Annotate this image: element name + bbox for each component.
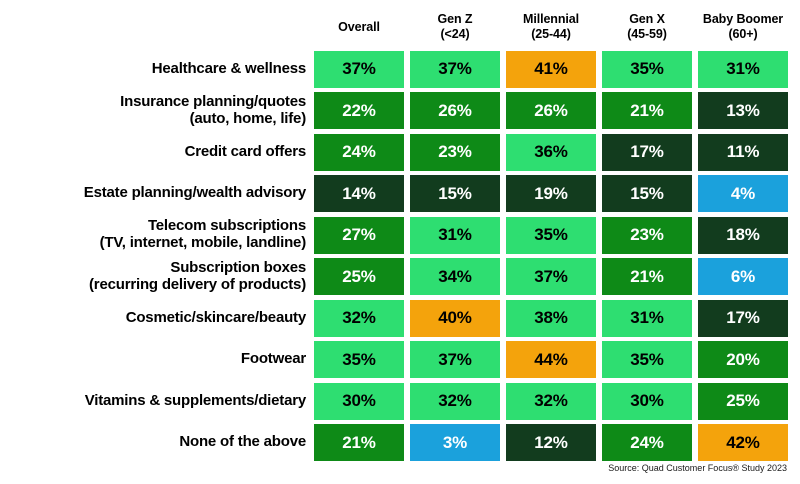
- value-cell: 13%: [698, 92, 788, 129]
- value-cell: 32%: [506, 382, 596, 420]
- value-cell: 36%: [506, 133, 596, 171]
- header-corner-spacer: [0, 8, 308, 46]
- column-header-age-range: (60+): [728, 27, 758, 41]
- row-label: Subscription boxes (recurring delivery of…: [0, 258, 308, 295]
- value-cell: 35%: [506, 216, 596, 254]
- value-cell: 41%: [506, 50, 596, 88]
- column-header-title: Gen Z: [437, 12, 473, 27]
- row-label-line: Cosmetic/skincare/beauty: [125, 308, 306, 326]
- value-cell: 23%: [410, 133, 500, 171]
- row-label-line: Vitamins & supplements/dietary: [84, 391, 306, 409]
- value-cell: 15%: [602, 175, 692, 212]
- source-note: Source: Quad Customer Focus® Study 2023: [608, 463, 787, 473]
- value-cell: 31%: [698, 50, 788, 88]
- value-cell: 32%: [410, 382, 500, 420]
- column-header-age-range: (<24): [440, 27, 470, 41]
- value-cell: 21%: [602, 92, 692, 129]
- row-label-line: Insurance planning/quotes: [120, 92, 306, 110]
- value-cell: 44%: [506, 341, 596, 378]
- value-cell: 37%: [314, 50, 404, 88]
- value-cell: 20%: [698, 341, 788, 378]
- value-cell: 31%: [602, 299, 692, 337]
- row-label: None of the above: [0, 424, 308, 461]
- column-header: Gen X (45-59): [602, 8, 692, 46]
- value-cell: 24%: [602, 424, 692, 461]
- value-cell: 38%: [506, 299, 596, 337]
- row-label-line: Telecom subscriptions: [147, 217, 306, 235]
- row-label-line: Footwear: [240, 350, 306, 368]
- value-cell: 24%: [314, 133, 404, 171]
- row-label: Footwear: [0, 341, 308, 378]
- row-label-line: Credit card offers: [184, 142, 307, 160]
- row-label-line: Healthcare & wellness: [151, 59, 306, 77]
- value-cell: 26%: [410, 92, 500, 129]
- row-label-line: None of the above: [179, 433, 306, 451]
- row-label-line: (TV, internet, mobile, landline): [99, 234, 307, 251]
- column-header-title: Millennial: [523, 12, 579, 27]
- value-cell: 42%: [698, 424, 788, 461]
- column-header: Gen Z (<24): [410, 8, 500, 46]
- value-cell: 3%: [410, 424, 500, 461]
- value-cell: 26%: [506, 92, 596, 129]
- value-cell: 6%: [698, 258, 788, 295]
- row-label: Cosmetic/skincare/beauty: [0, 300, 308, 337]
- value-cell: 34%: [410, 258, 500, 295]
- row-label: Insurance planning/quotes (auto, home, li…: [0, 92, 308, 129]
- value-cell: 30%: [314, 382, 404, 420]
- row-label: Vitamins & supplements/dietary: [0, 383, 308, 420]
- value-cell: 15%: [410, 175, 500, 212]
- value-cell: 19%: [506, 175, 596, 212]
- value-cell: 17%: [698, 299, 788, 337]
- value-cell: 4%: [698, 175, 788, 212]
- row-label: Credit card offers: [0, 134, 308, 171]
- value-cell: 27%: [314, 216, 404, 254]
- heatmap-grid: Overall Gen Z (<24) Millennial (25-44) Gen X(…: [0, 8, 788, 461]
- value-cell: 12%: [506, 424, 596, 461]
- column-header: Baby Boomer (60+): [698, 8, 788, 46]
- value-cell: 32%: [314, 299, 404, 337]
- value-cell: 21%: [314, 424, 404, 461]
- row-label: Estate planning/wealth advisory: [0, 175, 308, 212]
- value-cell: 31%: [410, 216, 500, 254]
- value-cell: 37%: [410, 341, 500, 378]
- value-cell: 35%: [602, 341, 692, 378]
- value-cell: 14%: [314, 175, 404, 212]
- value-cell: 25%: [314, 258, 404, 295]
- value-cell: 21%: [602, 258, 692, 295]
- value-cell: 22%: [314, 92, 404, 129]
- column-header-title: Overall: [338, 19, 380, 34]
- column-header-title: Gen X: [629, 12, 665, 27]
- row-label-line: Estate planning/wealth advisory: [83, 184, 306, 202]
- column-header: Millennial (25-44): [506, 8, 596, 46]
- value-cell: 40%: [410, 299, 500, 337]
- column-header: Overall: [314, 8, 404, 46]
- row-label-line: (recurring delivery of products): [89, 275, 306, 293]
- row-label: Telecom subscriptions (TV, internet, mobi…: [0, 217, 308, 254]
- value-cell: 35%: [314, 341, 404, 378]
- column-header-age-range: (25-44): [531, 27, 571, 41]
- value-cell: 25%: [698, 382, 788, 420]
- value-cell: 23%: [602, 216, 692, 254]
- value-cell: 17%: [602, 133, 692, 171]
- row-label-line: Subscription boxes: [170, 258, 306, 276]
- value-cell: 11%: [698, 133, 788, 171]
- column-header-age-range: (45-59): [627, 27, 667, 41]
- value-cell: 18%: [698, 216, 788, 254]
- value-cell: 37%: [506, 258, 596, 295]
- column-header-title: Baby Boomer: [702, 12, 784, 27]
- row-label: Healthcare & wellness: [0, 51, 308, 88]
- row-label-line: (auto, home, life): [189, 109, 307, 127]
- value-cell: 37%: [410, 50, 500, 88]
- value-cell: 35%: [602, 50, 692, 88]
- value-cell: 30%: [602, 382, 692, 420]
